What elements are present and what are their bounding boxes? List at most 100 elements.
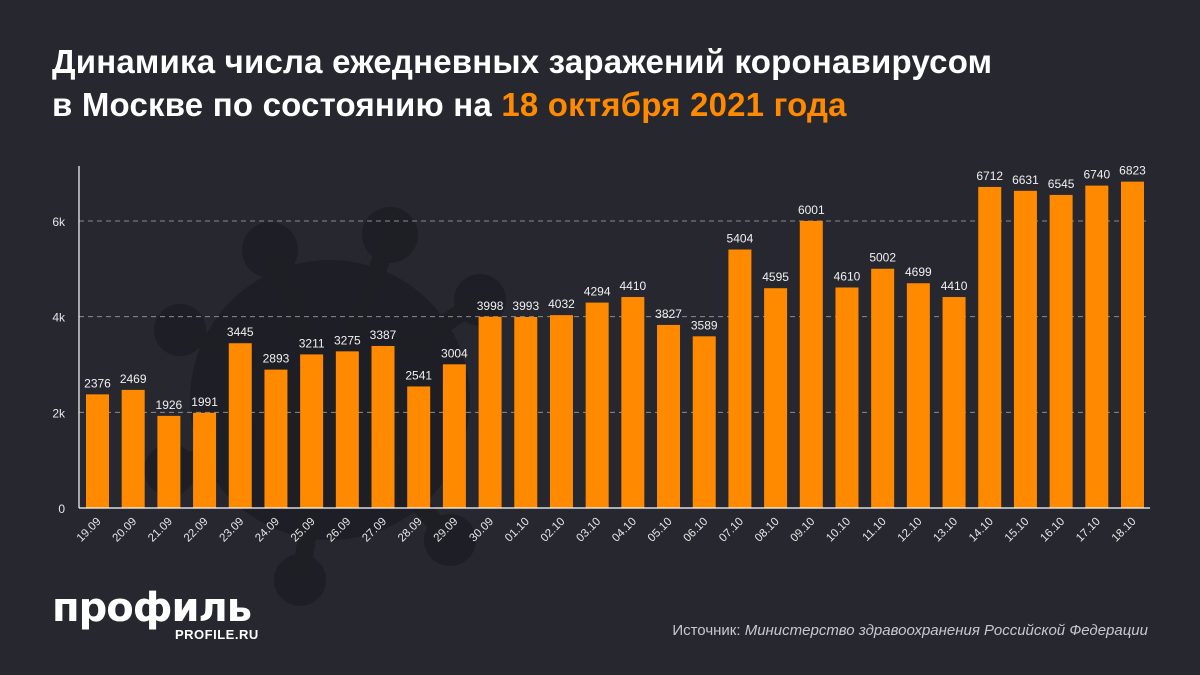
x-tick-label: 10.10 bbox=[824, 516, 853, 545]
bar bbox=[514, 317, 538, 508]
data-label: 1926 bbox=[156, 398, 183, 412]
bar bbox=[585, 302, 609, 508]
bar bbox=[228, 343, 252, 508]
x-tick-label: 28.09 bbox=[396, 516, 425, 545]
data-label: 6545 bbox=[1048, 177, 1075, 191]
x-tick-label: 18.10 bbox=[1110, 516, 1139, 545]
bar bbox=[157, 415, 181, 508]
bar bbox=[121, 389, 145, 508]
title-line-1: Динамика числа ежедневных заражений коро… bbox=[52, 43, 993, 80]
x-tick-label: 08.10 bbox=[753, 516, 782, 545]
bar bbox=[1121, 181, 1144, 508]
source-label: Источник: bbox=[672, 622, 745, 639]
data-label: 5002 bbox=[869, 251, 896, 265]
bar bbox=[657, 324, 681, 508]
bar bbox=[442, 364, 466, 508]
x-tick-label: 19.09 bbox=[75, 516, 104, 545]
bar bbox=[1049, 194, 1073, 508]
x-tick-label: 26.09 bbox=[325, 516, 354, 545]
x-tick-label: 16.10 bbox=[1038, 516, 1067, 545]
bar bbox=[407, 386, 431, 508]
x-tick-label: 24.09 bbox=[253, 516, 282, 545]
data-label: 4699 bbox=[905, 265, 932, 279]
data-label: 3387 bbox=[370, 328, 397, 342]
data-label: 6631 bbox=[1012, 173, 1039, 187]
data-label: 4294 bbox=[584, 285, 611, 299]
x-tick-label: 17.10 bbox=[1074, 516, 1103, 545]
source-note: Источник: Министерство здравоохранения Р… bbox=[672, 622, 1148, 639]
x-tick-label: 01.10 bbox=[503, 516, 532, 545]
data-label: 6001 bbox=[798, 203, 825, 217]
logo: профиль bbox=[52, 585, 252, 631]
title-date: 18 октября 2021 года bbox=[501, 86, 847, 123]
data-label: 3993 bbox=[512, 299, 539, 313]
x-tick-label: 06.10 bbox=[682, 516, 711, 545]
x-tick-label: 05.10 bbox=[646, 516, 675, 545]
data-label: 4032 bbox=[548, 297, 575, 311]
bar bbox=[264, 369, 288, 508]
bar bbox=[335, 351, 359, 508]
data-label: 3004 bbox=[441, 346, 468, 360]
x-tick-label: 04.10 bbox=[610, 516, 639, 545]
y-tick-label: 2k bbox=[52, 406, 66, 420]
data-label: 3211 bbox=[299, 336, 325, 350]
x-tick-label: 07.10 bbox=[717, 516, 746, 545]
data-label: 6823 bbox=[1119, 164, 1146, 178]
data-label: 4410 bbox=[941, 279, 968, 293]
data-label: 1991 bbox=[191, 395, 218, 409]
x-tick-label: 12.10 bbox=[896, 516, 925, 545]
x-tick-label: 29.09 bbox=[432, 516, 461, 545]
bar bbox=[193, 412, 217, 508]
data-label: 3275 bbox=[334, 333, 361, 347]
bar bbox=[835, 287, 859, 508]
bar bbox=[764, 288, 788, 508]
data-label: 2376 bbox=[84, 376, 111, 390]
data-label: 3589 bbox=[691, 318, 718, 332]
data-label: 2893 bbox=[263, 352, 290, 366]
x-tick-label: 11.10 bbox=[861, 516, 889, 544]
data-label: 3827 bbox=[655, 307, 682, 321]
x-tick-label: 22.09 bbox=[182, 516, 211, 545]
bar bbox=[728, 249, 752, 508]
x-tick-label: 25.09 bbox=[289, 516, 318, 545]
y-tick-label: 6k bbox=[52, 215, 66, 229]
data-label: 2469 bbox=[120, 372, 147, 386]
bar bbox=[692, 336, 716, 508]
bar bbox=[871, 268, 895, 508]
data-label: 3998 bbox=[477, 299, 504, 313]
bar bbox=[300, 354, 324, 508]
x-tick-label: 27.09 bbox=[360, 516, 389, 545]
bar bbox=[906, 283, 930, 508]
x-tick-label: 09.10 bbox=[789, 516, 818, 545]
data-label: 6740 bbox=[1083, 168, 1110, 182]
data-label: 5404 bbox=[727, 232, 754, 246]
bar bbox=[371, 345, 395, 508]
data-label: 4595 bbox=[762, 270, 789, 284]
bar bbox=[799, 220, 823, 509]
y-tick-label: 0 bbox=[58, 502, 65, 516]
bar bbox=[1013, 190, 1037, 508]
bar bbox=[478, 316, 502, 508]
x-tick-label: 03.10 bbox=[574, 516, 603, 545]
data-label: 6712 bbox=[976, 169, 1003, 183]
title-line-2-prefix: в Москве по состоянию на bbox=[52, 86, 502, 123]
bar bbox=[1085, 185, 1109, 508]
x-tick-label: 21.09 bbox=[146, 516, 175, 545]
x-tick-label: 13.10 bbox=[931, 516, 960, 545]
logo-site: PROFILE.RU bbox=[175, 627, 259, 642]
x-tick-label: 02.10 bbox=[539, 516, 568, 545]
title-line-2: в Москве по состоянию на 18 октября 2021… bbox=[52, 83, 992, 126]
data-label: 2541 bbox=[405, 368, 432, 382]
x-tick-label: 23.09 bbox=[218, 516, 247, 545]
x-tick-label: 20.09 bbox=[110, 516, 139, 545]
bar bbox=[621, 297, 645, 508]
y-tick-label: 4k bbox=[52, 311, 66, 325]
data-label: 3445 bbox=[227, 325, 254, 339]
bar bbox=[86, 394, 109, 508]
source-name: Министерство здравоохранения Российской … bbox=[744, 622, 1148, 639]
x-tick-label: 14.10 bbox=[967, 516, 996, 545]
x-tick-label: 30.09 bbox=[467, 516, 496, 545]
data-label: 4610 bbox=[834, 269, 861, 283]
data-label: 4410 bbox=[619, 279, 646, 293]
